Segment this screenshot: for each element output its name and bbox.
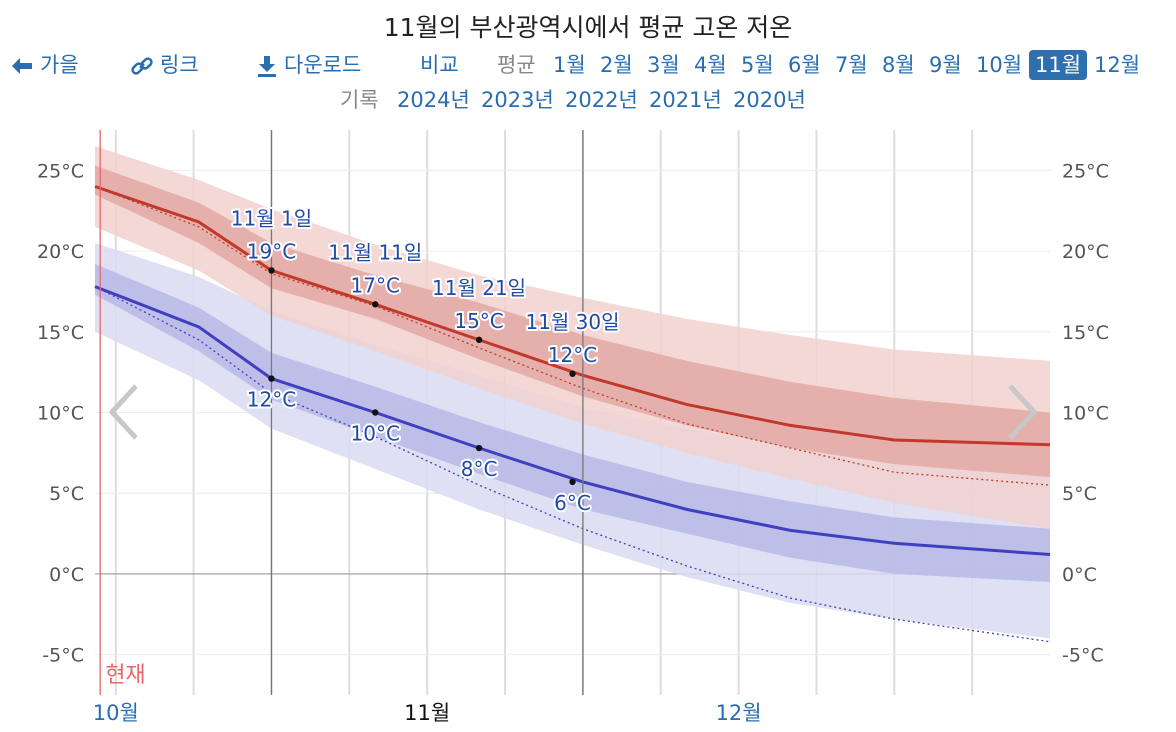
annotation-date-label: 11월 11일: [328, 240, 422, 264]
annotation-low-label: 8°C: [461, 457, 498, 481]
download-icon: [258, 56, 276, 77]
download-label: 다운로드: [284, 53, 362, 77]
link-icon: [131, 57, 153, 75]
y-tick-label-left: -5°C: [42, 645, 84, 667]
y-tick-label-right: -5°C: [1062, 645, 1104, 667]
y-tick-label-left: 25°C: [37, 160, 84, 182]
month-link-12[interactable]: 12월: [1094, 53, 1141, 77]
prev-month-arrow-icon[interactable]: [104, 382, 144, 442]
y-tick-label-left: 0°C: [49, 564, 84, 586]
month-link-10[interactable]: 10월: [976, 53, 1023, 77]
annotation-date-label: 11월 1일: [231, 206, 312, 230]
low-record-line: [94, 286, 1051, 643]
arrow-left-icon: [12, 58, 32, 74]
month-link-4[interactable]: 4월: [694, 53, 727, 77]
x-month-label: 10월: [93, 701, 139, 725]
y-tick-label-right: 0°C: [1062, 564, 1097, 586]
back-label: 가을: [40, 53, 79, 77]
y-tick-label-right: 10°C: [1062, 403, 1109, 425]
month-link-1[interactable]: 1월: [553, 53, 586, 77]
y-tick-label-right: 5°C: [1062, 483, 1097, 505]
annotation-low-point: [475, 444, 483, 452]
records-bar: 기록 2024년 2023년 2022년 2021년 2020년: [0, 86, 1176, 116]
high-avg-line: [94, 185, 1051, 447]
record-year-2023[interactable]: 2023년: [481, 88, 554, 112]
nav-bar: 가을 링크 다운로드 비교 평균 1월 2월 3월 4월 5월 6월 7월 8월…: [0, 50, 1176, 82]
month-link-9[interactable]: 9월: [929, 53, 962, 77]
month-link-11[interactable]: 11월: [1029, 50, 1088, 80]
annotation-high-point: [569, 370, 576, 377]
month-link-3[interactable]: 3월: [647, 53, 680, 77]
month-link-7[interactable]: 7월: [835, 53, 868, 77]
record-year-2022[interactable]: 2022년: [565, 88, 638, 112]
average-label: 평균: [497, 53, 536, 77]
link-label: 링크: [160, 53, 199, 77]
low-avg-line: [94, 285, 1051, 557]
annotation-high-label: 15°C: [454, 309, 503, 333]
record-year-2024[interactable]: 2024년: [397, 88, 470, 112]
x-month-label: 12월: [716, 701, 762, 725]
annotation-high-point: [475, 336, 483, 344]
link-button[interactable]: 링크: [130, 50, 199, 80]
compare-link[interactable]: 비교: [420, 53, 459, 77]
annotation-low-label: 12°C: [247, 388, 296, 412]
y-tick-label-left: 15°C: [37, 322, 84, 344]
page-title: 11월의 부산광역시에서 평균 고온 저온: [383, 13, 793, 42]
month-link-2[interactable]: 2월: [600, 53, 633, 77]
annotation-low-point: [569, 478, 576, 486]
annotation-date-label: 11월 21일: [432, 276, 526, 300]
y-tick-label-left: 20°C: [37, 241, 84, 263]
x-month-label: 11월: [404, 701, 450, 725]
record-year-2021[interactable]: 2021년: [649, 88, 722, 112]
download-button[interactable]: 다운로드: [256, 50, 361, 80]
y-tick-label-right: 15°C: [1062, 322, 1109, 344]
annotation-low-point: [268, 375, 275, 382]
next-month-arrow-icon[interactable]: [1002, 382, 1042, 442]
annotation-high-label: 12°C: [548, 343, 597, 367]
annotation-low-point: [372, 409, 379, 416]
month-link-6[interactable]: 6월: [788, 53, 821, 77]
today-label: 현재: [105, 663, 145, 688]
annotation-date-label: 11월 30일: [525, 310, 619, 334]
annotation-high-label: 17°C: [351, 273, 400, 297]
y-tick-label-left: 5°C: [49, 483, 84, 505]
annotation-low-label: 10°C: [351, 422, 400, 446]
annotation-high-point: [268, 267, 275, 274]
annotation-low-label: 6°C: [554, 491, 591, 515]
low-band-inner: [95, 263, 1050, 582]
back-link[interactable]: 가을: [10, 50, 79, 80]
high-band-inner: [95, 165, 1050, 478]
annotation-high-label: 19°C: [247, 239, 296, 263]
annotation-high-point: [372, 301, 379, 308]
y-tick-label-left: 10°C: [37, 403, 84, 425]
records-label: 기록: [340, 88, 379, 112]
y-tick-label-right: 25°C: [1062, 160, 1109, 182]
month-link-8[interactable]: 8월: [882, 53, 915, 77]
y-tick-label-right: 20°C: [1062, 241, 1109, 263]
record-year-2020[interactable]: 2020년: [733, 88, 806, 112]
month-link-5[interactable]: 5월: [741, 53, 774, 77]
